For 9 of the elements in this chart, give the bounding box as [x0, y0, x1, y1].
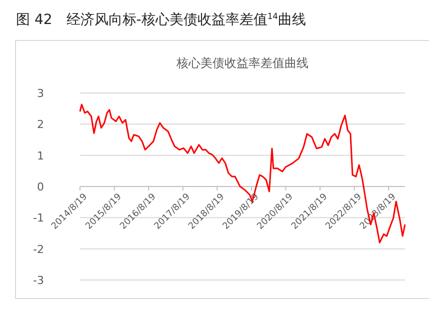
y-tick-label: 2 — [37, 118, 44, 132]
chart-title: 图 42 经济风向标-核心美债收益率差值$^{14}$曲线 — [16, 11, 306, 28]
y-tick-label: -1 — [33, 212, 44, 225]
chart-subtitle: 核心美债收益率差值曲线 — [176, 56, 308, 70]
y-tick-label: 3 — [37, 87, 44, 100]
y-tick-label: -3 — [33, 274, 44, 287]
y-tick-label: 1 — [37, 149, 44, 162]
y-tick-label: -2 — [33, 242, 44, 256]
y-tick-label: 0 — [37, 180, 44, 194]
